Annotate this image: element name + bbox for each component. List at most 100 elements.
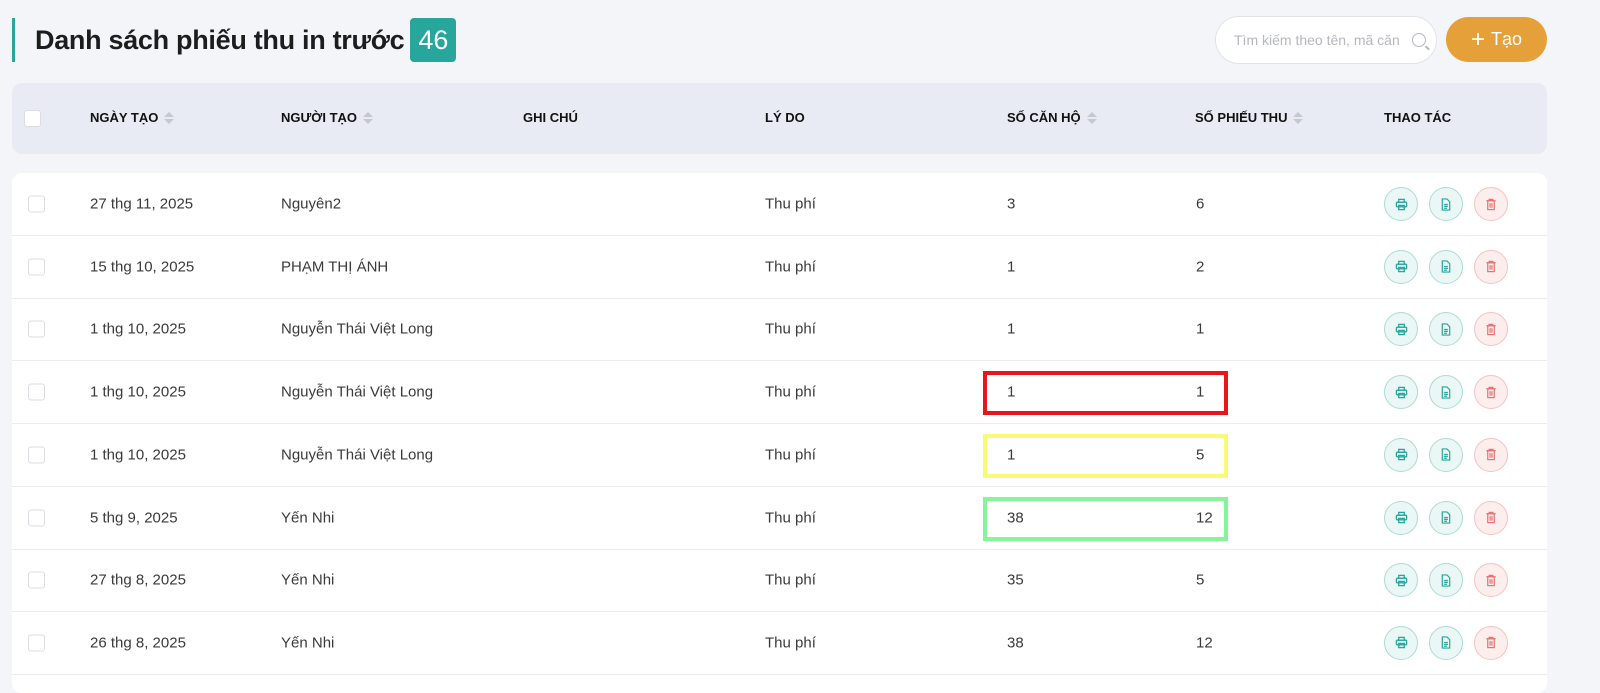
row-checkbox[interactable]	[28, 258, 45, 276]
table-row[interactable]: 1 thg 10, 2025 Nguyễn Thái Việt Long Thu…	[12, 361, 1547, 425]
cell-date: 15 thg 10, 2025	[90, 258, 195, 276]
printer-icon[interactable]	[1384, 312, 1418, 347]
table-row[interactable]: 1 thg 10, 2025 Nguyễn Thái Việt Long Thu…	[12, 424, 1547, 487]
table-header: NGÀY TẠO NGƯỜI TẠO GHI CHÚ LÝ DO SỐ CĂN …	[12, 83, 1547, 154]
printer-icon[interactable]	[1384, 437, 1418, 472]
cell-creator: PHẠM THỊ ÁNH	[281, 258, 389, 276]
cell-apartments: 35	[1007, 571, 1024, 589]
document-icon[interactable]	[1429, 249, 1463, 284]
cell-date: 27 thg 11, 2025	[90, 195, 194, 213]
document-icon[interactable]	[1429, 187, 1463, 221]
cell-date: 1 thg 10, 2025	[90, 320, 186, 338]
search-box[interactable]	[1215, 16, 1437, 64]
cell-apartments: 38	[1007, 634, 1024, 652]
cell-receipts: 5	[1196, 571, 1205, 589]
document-icon[interactable]	[1429, 563, 1463, 598]
sort-icon[interactable]	[1086, 111, 1097, 124]
cell-apartments: 1	[1007, 383, 1016, 401]
table-body: 27 thg 11, 2025 Nguyên2 Thu phí 3 6 15 t…	[12, 173, 1547, 693]
cell-reason: Thu phí	[765, 383, 816, 401]
col-label: SỐ CĂN HỘ	[1007, 110, 1081, 125]
printer-icon[interactable]	[1384, 375, 1418, 410]
cell-apartments: 38	[1007, 509, 1024, 526]
search-input[interactable]	[1234, 32, 1404, 48]
trash-icon[interactable]	[1474, 187, 1508, 221]
document-icon[interactable]	[1429, 312, 1463, 347]
cell-apartments: 1	[1007, 258, 1016, 276]
cell-creator: Yến Nhi	[281, 509, 335, 526]
cell-apartments: 1	[1007, 446, 1016, 464]
trash-icon[interactable]	[1474, 249, 1508, 284]
row-checkbox[interactable]	[28, 383, 45, 401]
cell-creator: Nguyên2	[281, 195, 342, 213]
trash-icon[interactable]	[1474, 437, 1508, 472]
cell-creator: Yến Nhi	[281, 571, 335, 589]
table-row[interactable]: 15 thg 10, 2025 PHẠM THỊ ÁNH Thu phí 1 2	[12, 236, 1547, 299]
sort-icon[interactable]	[1293, 111, 1304, 124]
cell-reason: Thu phí	[765, 509, 816, 526]
row-checkbox[interactable]	[28, 195, 45, 213]
printer-icon[interactable]	[1384, 500, 1418, 535]
document-icon[interactable]	[1429, 625, 1463, 660]
col-label: GHI CHÚ	[523, 110, 578, 125]
cell-creator: Nguyễn Thái Việt Long	[281, 383, 434, 401]
row-checkbox[interactable]	[28, 634, 45, 652]
document-icon[interactable]	[1429, 500, 1463, 535]
create-label: Tạo	[1490, 29, 1523, 49]
table-row[interactable]: 5 thg 9, 2025 Yến Nhi Thu phí 38 12	[12, 487, 1547, 550]
col-date[interactable]: NGÀY TẠO	[90, 110, 175, 125]
row-checkbox[interactable]	[28, 509, 45, 526]
col-reason: LÝ DO	[765, 110, 805, 125]
cell-reason: Thu phí	[765, 571, 816, 589]
row-checkbox[interactable]	[28, 320, 45, 338]
table-row[interactable]: 27 thg 8, 2025 Yến Nhi Thu phí 35 5	[12, 549, 1547, 613]
table-row[interactable]: 26 thg 8, 2025 Yến Nhi Thu phí 38 12	[12, 612, 1547, 675]
cell-receipts: 6	[1196, 195, 1205, 213]
sort-icon[interactable]	[164, 111, 175, 124]
trash-icon[interactable]	[1474, 625, 1508, 660]
cell-reason: Thu phí	[765, 446, 816, 464]
create-button[interactable]: + Tạo	[1446, 17, 1547, 62]
trash-icon[interactable]	[1474, 312, 1508, 347]
cell-creator: Nguyễn Thái Việt Long	[281, 320, 434, 338]
cell-apartments: 1	[1007, 320, 1016, 338]
printer-icon[interactable]	[1384, 249, 1418, 284]
table-row[interactable]: 27 thg 11, 2025 Nguyên2 Thu phí 3 6	[12, 173, 1547, 236]
count-badge: 46	[410, 18, 457, 62]
cell-creator: Nguyễn Thái Việt Long	[281, 446, 434, 464]
trash-icon[interactable]	[1474, 563, 1508, 598]
printer-icon[interactable]	[1384, 563, 1418, 598]
search-icon[interactable]	[1412, 33, 1426, 47]
trash-icon[interactable]	[1474, 500, 1508, 535]
table-row[interactable]: 1 thg 10, 2025 Nguyễn Thái Việt Long Thu…	[12, 298, 1547, 362]
cell-date: 1 thg 10, 2025	[90, 446, 186, 464]
col-creator[interactable]: NGƯỜI TẠO	[281, 110, 374, 125]
col-note: GHI CHÚ	[523, 110, 578, 125]
cell-reason: Thu phí	[765, 320, 816, 338]
cell-receipts: 12	[1196, 634, 1213, 652]
cell-receipts: 12	[1196, 509, 1213, 526]
printer-icon[interactable]	[1384, 187, 1418, 221]
col-label: NGƯỜI TẠO	[281, 110, 358, 125]
document-icon[interactable]	[1429, 437, 1463, 472]
col-apartments[interactable]: SỐ CĂN HỘ	[1007, 110, 1097, 125]
trash-icon[interactable]	[1474, 375, 1508, 410]
col-label: LÝ DO	[765, 110, 805, 125]
row-checkbox[interactable]	[28, 571, 45, 589]
cell-reason: Thu phí	[765, 634, 816, 652]
col-receipts[interactable]: SỐ PHIẾU THU	[1195, 110, 1304, 125]
col-actions: THAO TÁC	[1384, 110, 1451, 125]
printer-icon[interactable]	[1384, 625, 1418, 660]
col-label: SỐ PHIẾU THU	[1195, 110, 1288, 125]
sort-icon[interactable]	[363, 111, 374, 124]
col-label: NGÀY TẠO	[90, 110, 159, 125]
cell-date: 27 thg 8, 2025	[90, 571, 186, 589]
page-header: Danh sách phiếu thu in trước 46	[12, 18, 457, 62]
document-icon[interactable]	[1429, 375, 1463, 410]
cell-receipts: 2	[1196, 258, 1205, 276]
page-title: Danh sách phiếu thu in trước	[35, 24, 405, 55]
cell-receipts: 1	[1196, 320, 1205, 338]
row-checkbox[interactable]	[28, 446, 45, 464]
select-all-checkbox[interactable]	[24, 110, 41, 127]
cell-date: 1 thg 10, 2025	[90, 383, 186, 401]
